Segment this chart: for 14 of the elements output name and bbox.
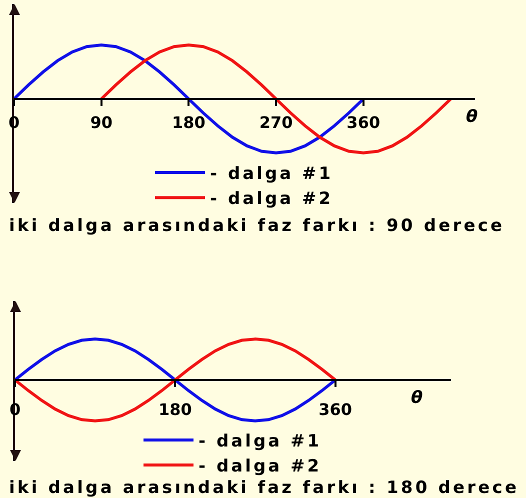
- x-tick-label: 90: [90, 113, 112, 132]
- legend-label: - dalga #2: [198, 456, 322, 477]
- legend-label: - dalga #2: [210, 189, 334, 210]
- x-tick-label: 270: [259, 113, 293, 132]
- text: iki dalga arasındaki faz farkı : 180 derece: [9, 478, 520, 498]
- text: iki dalga arasındaki faz farkı : 90 derece: [9, 216, 505, 236]
- x-tick-label: 360: [346, 113, 380, 132]
- legend-label: - dalga #1: [198, 432, 322, 452]
- x-axis-title: θ: [411, 388, 426, 408]
- x-tick-label: 180: [172, 113, 206, 132]
- legend-label: - dalga #1: [210, 164, 334, 184]
- x-tick-label: 360: [318, 400, 352, 420]
- x-tick-label: 180: [158, 400, 192, 420]
- x-axis-title: θ: [466, 107, 480, 127]
